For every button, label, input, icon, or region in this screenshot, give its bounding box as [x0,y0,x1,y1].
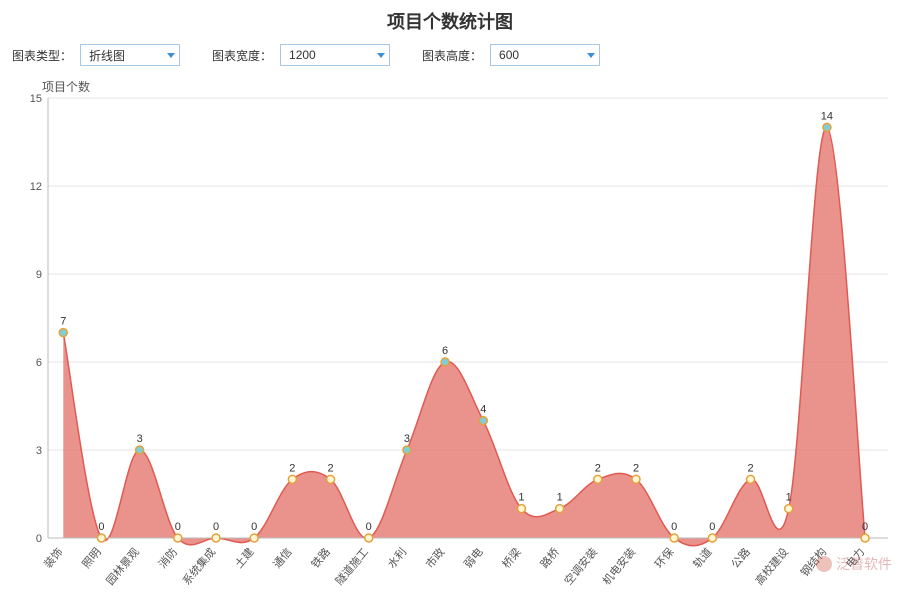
chart-container: 项目个数 0369121570300022036411220021140装饰照明… [0,74,900,594]
page-title: 项目个数统计图 [0,0,900,40]
svg-text:6: 6 [442,345,448,357]
chart-type-value: 折线图 [89,47,159,64]
svg-text:1: 1 [786,492,792,504]
chart-type-label: 图表类型： [12,47,72,64]
svg-text:0: 0 [709,521,715,533]
svg-text:1: 1 [518,492,524,504]
svg-text:3: 3 [137,433,143,445]
svg-text:4: 4 [480,404,486,416]
chart-width-value: 1200 [289,48,369,62]
svg-text:0: 0 [251,521,257,533]
chevron-down-icon [167,53,175,58]
svg-text:0: 0 [98,521,104,533]
svg-text:3: 3 [404,433,410,445]
chevron-down-icon [587,53,595,58]
area-chart: 0369121570300022036411220021140装饰照明园林景观消… [0,74,900,594]
chart-width-select[interactable]: 1200 [280,44,390,66]
svg-text:2: 2 [289,462,295,474]
svg-text:0: 0 [175,521,181,533]
chart-width-label: 图表宽度： [212,47,272,64]
svg-text:3: 3 [36,445,42,457]
svg-text:0: 0 [862,521,868,533]
svg-text:9: 9 [36,269,42,281]
controls-bar: 图表类型： 折线图 图表宽度： 1200 图表高度： 600 [0,40,900,74]
svg-text:7: 7 [60,316,66,328]
chart-height-label: 图表高度： [422,47,482,64]
svg-text:0: 0 [213,521,219,533]
svg-text:2: 2 [595,462,601,474]
svg-text:6: 6 [36,357,42,369]
svg-text:0: 0 [36,533,42,545]
svg-text:2: 2 [327,462,333,474]
svg-text:0: 0 [671,521,677,533]
svg-text:0: 0 [366,521,372,533]
y-axis-title: 项目个数 [42,78,90,95]
svg-text:14: 14 [821,110,833,122]
chevron-down-icon [377,53,385,58]
svg-text:2: 2 [633,462,639,474]
svg-text:12: 12 [30,181,42,193]
chart-height-value: 600 [499,48,579,62]
svg-text:2: 2 [747,462,753,474]
chart-type-select[interactable]: 折线图 [80,44,180,66]
svg-text:15: 15 [30,93,42,105]
svg-text:1: 1 [557,492,563,504]
chart-height-select[interactable]: 600 [490,44,600,66]
